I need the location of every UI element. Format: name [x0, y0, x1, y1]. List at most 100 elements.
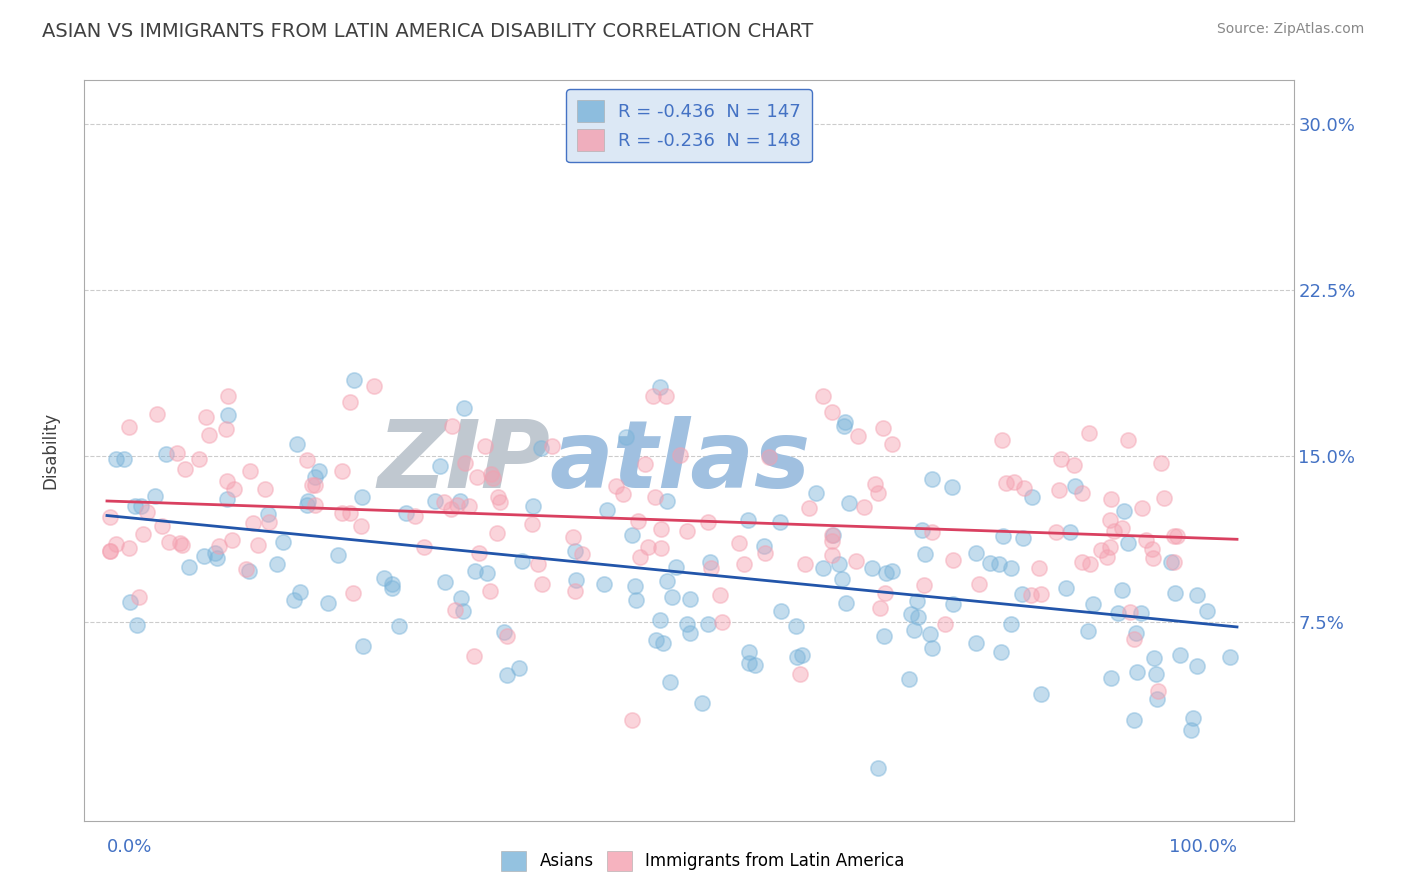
Point — [166, 446, 188, 460]
Point — [1123, 632, 1146, 646]
Point — [98, 543, 121, 558]
Text: 100.0%: 100.0% — [1168, 838, 1237, 856]
Point — [1011, 532, 1033, 546]
Point — [860, 561, 883, 575]
Point — [1107, 606, 1129, 620]
Point — [217, 389, 239, 403]
Point — [845, 554, 868, 568]
Point — [98, 510, 121, 524]
Point — [1028, 560, 1050, 574]
Point — [1063, 458, 1085, 473]
Point — [1054, 581, 1077, 595]
Point — [882, 437, 904, 451]
Point — [481, 471, 503, 485]
Point — [679, 592, 702, 607]
Point — [1195, 604, 1218, 618]
Point — [453, 456, 475, 470]
Point — [1170, 648, 1192, 662]
Point — [266, 557, 288, 571]
Point — [754, 539, 776, 553]
Point — [478, 583, 501, 598]
Point — [1099, 513, 1122, 527]
Point — [155, 447, 177, 461]
Point — [665, 560, 688, 574]
Point — [239, 464, 262, 478]
Point — [169, 536, 191, 550]
Text: atlas: atlas — [550, 416, 811, 508]
Point — [450, 591, 472, 605]
Point — [127, 618, 149, 632]
Point — [769, 604, 792, 618]
Point — [758, 450, 780, 464]
Point — [697, 515, 720, 529]
Point — [1000, 617, 1022, 632]
Point — [541, 439, 564, 453]
Point — [527, 558, 550, 572]
Point — [118, 420, 141, 434]
Point — [1070, 486, 1092, 500]
Point — [288, 584, 311, 599]
Point — [124, 499, 146, 513]
Point — [221, 533, 243, 547]
Point — [235, 562, 257, 576]
Point — [488, 490, 510, 504]
Point — [564, 543, 586, 558]
Point — [388, 619, 411, 633]
Point — [905, 594, 928, 608]
Point — [645, 632, 668, 647]
Point — [592, 577, 614, 591]
Point — [453, 401, 475, 415]
Point — [339, 394, 361, 409]
Point — [868, 761, 890, 775]
Point — [157, 535, 180, 549]
Point — [1071, 556, 1094, 570]
Point — [1160, 555, 1182, 569]
Point — [804, 486, 827, 500]
Point — [508, 661, 530, 675]
Point — [479, 467, 502, 482]
Point — [1130, 500, 1153, 515]
Point — [522, 516, 544, 531]
Point — [150, 519, 173, 533]
Point — [821, 528, 844, 542]
Point — [651, 636, 673, 650]
Point — [1166, 529, 1188, 543]
Point — [921, 472, 943, 486]
Point — [799, 501, 821, 516]
Point — [596, 502, 619, 516]
Point — [628, 550, 651, 565]
Point — [458, 500, 481, 514]
Legend: Asians, Immigrants from Latin America: Asians, Immigrants from Latin America — [494, 842, 912, 880]
Point — [1185, 658, 1208, 673]
Point — [669, 448, 692, 462]
Point — [910, 524, 932, 538]
Point — [343, 373, 366, 387]
Point — [1095, 549, 1118, 564]
Point — [1059, 525, 1081, 540]
Point — [1123, 713, 1146, 727]
Point — [921, 525, 943, 540]
Point — [304, 478, 326, 492]
Point — [489, 495, 512, 509]
Point — [918, 627, 941, 641]
Point — [453, 604, 475, 618]
Point — [496, 629, 519, 643]
Point — [522, 499, 544, 513]
Point — [474, 439, 496, 453]
Point — [912, 578, 935, 592]
Point — [112, 451, 135, 466]
Point — [866, 485, 889, 500]
Point — [413, 540, 436, 554]
Point — [339, 506, 361, 520]
Point — [979, 556, 1001, 570]
Point — [98, 544, 121, 558]
Point — [792, 648, 814, 663]
Point — [316, 596, 339, 610]
Point — [188, 451, 211, 466]
Point — [827, 558, 849, 572]
Point — [650, 380, 672, 394]
Point — [363, 378, 385, 392]
Point — [1140, 541, 1163, 556]
Text: 0.0%: 0.0% — [107, 838, 152, 856]
Point — [838, 496, 860, 510]
